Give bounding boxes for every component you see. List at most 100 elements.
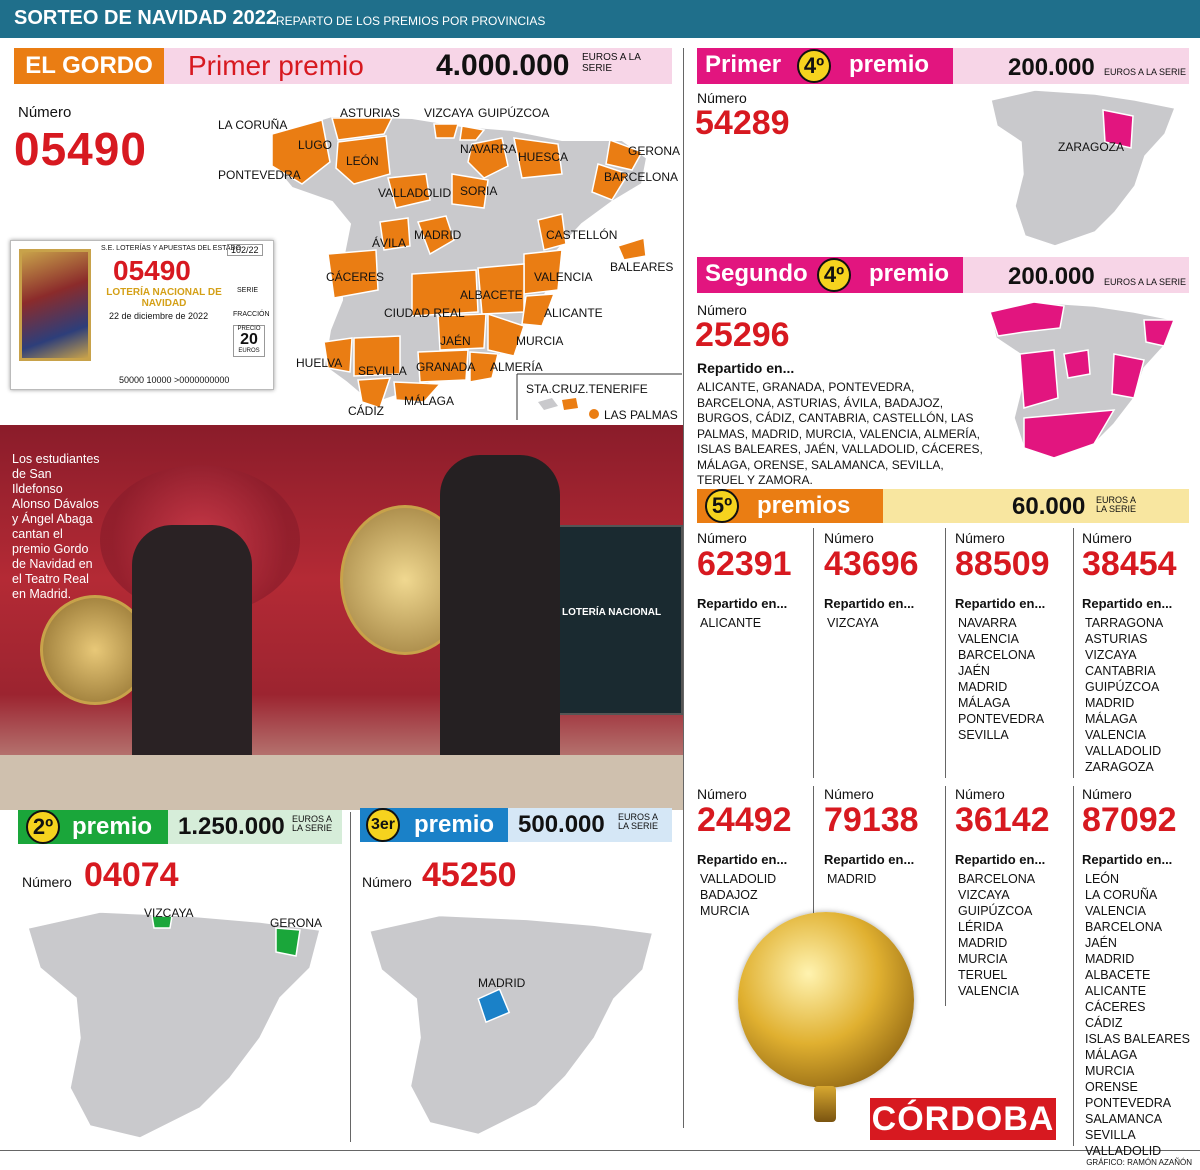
divider-col-2b xyxy=(945,786,946,1006)
map-label-gerona: GERONA xyxy=(628,144,681,158)
brand-logo: CÓRDOBA xyxy=(870,1098,1056,1140)
quinto-provincia: VALLADOLID xyxy=(700,872,777,886)
quinto-numero-label: Número xyxy=(1082,530,1132,546)
map-label-castellon: CASTELLÓN xyxy=(546,228,618,242)
map-label-murcia: MURCIA xyxy=(516,334,564,348)
quinto-provincia: CÁCERES xyxy=(1085,1000,1146,1014)
quinto-card: Número 87092 Repartido en... LEÓN LA CORUÑA V… xyxy=(1082,786,1200,1159)
region-west xyxy=(1019,349,1059,409)
segundo-tag: 2º premio xyxy=(18,810,168,844)
tercero-amount: 500.000 xyxy=(518,811,605,838)
quinto-numero: 62391 xyxy=(697,545,792,583)
quinto-repartido: Repartido en... xyxy=(955,596,1046,611)
quinto-repartido: Repartido en... xyxy=(697,852,788,867)
segundo-map xyxy=(27,911,321,1139)
cuarto1-tag-a: Primer xyxy=(705,51,782,78)
quinto-provincia: ORENSE xyxy=(1085,1080,1138,1094)
map-label-navarra: NAVARRA xyxy=(460,142,517,156)
cuarto2-numero-label: Número xyxy=(697,302,747,318)
region-castellon xyxy=(537,213,567,251)
cuarto1-numero-label: Número xyxy=(697,90,747,106)
quinto-provincias: VIZCAYA xyxy=(824,615,942,631)
region-navarra xyxy=(467,137,509,179)
gordo-numero: 05490 xyxy=(14,123,147,175)
page-title: SORTEO DE NAVIDAD 2022 xyxy=(14,7,278,29)
quinto-provincia: MÁLAGA xyxy=(1085,1048,1138,1062)
quinto-provincias: TARRAGONA ASTURIAS VIZCAYA CANTABRIA GUIPÚZC… xyxy=(1082,615,1200,775)
quinto-provincia: MADRID xyxy=(1085,696,1135,710)
quinto-numero-label: Número xyxy=(697,530,747,546)
cuarto1-unit: EUROS A LA SERIE xyxy=(1104,67,1187,77)
quinto-provincia: CÁDIZ xyxy=(1085,1016,1123,1030)
divider-col-1 xyxy=(813,528,814,778)
quinto-provincias: NAVARRA VALENCIA BARCELONA JAÉN MADRID MÁLAGA… xyxy=(955,615,1073,743)
quinto-numero-label: Número xyxy=(824,786,874,802)
divider-bottom xyxy=(0,1150,1200,1151)
map-label-avila: ÁVILA xyxy=(372,236,407,250)
map-label-guipuzcoa: GUIPÚZCOA xyxy=(478,106,550,120)
region-ne xyxy=(1143,319,1176,347)
ticket-price-unit: EUROS xyxy=(238,348,260,354)
segundo-label: premio xyxy=(72,813,153,840)
cuarto1-map xyxy=(990,89,1177,247)
quinto-provincia: VALENCIA xyxy=(958,632,1019,646)
quinto-provincia: ALICANTE xyxy=(700,616,762,630)
quinto-numero-label: Número xyxy=(955,786,1005,802)
region-madrid xyxy=(416,215,455,256)
map-label-sevilla: SEVILLA xyxy=(358,364,407,378)
spain-shape xyxy=(990,89,1177,247)
quinto-numero: 36142 xyxy=(955,801,1050,839)
golden-drum-icon xyxy=(738,912,914,1088)
map-label-caceres: CÁCERES xyxy=(326,270,385,284)
quinto-provincia: ALBACETE xyxy=(1085,968,1151,982)
quinto-provincia: BARCELONA xyxy=(1085,920,1163,934)
map-label-almeria: ALMERÍA xyxy=(490,360,543,374)
region-vizcaya xyxy=(151,915,173,929)
photo-screen-text: LOTERÍA NACIONAL xyxy=(562,607,662,618)
map-label-las-palmas: LAS PALMAS xyxy=(604,408,678,422)
quinto-repartido: Repartido en... xyxy=(955,852,1046,867)
ticket-number: 05490 xyxy=(113,255,191,286)
quinto-provincia: VIZCAYA xyxy=(958,888,1010,902)
cuarto1-numero: 54289 xyxy=(695,104,790,142)
region-gerona xyxy=(275,927,301,957)
quinto-numero: 88509 xyxy=(955,545,1050,583)
ticket-price-box: PRECIO 20 EUROS xyxy=(233,325,265,357)
cuarto2-amount: 200.000 xyxy=(1008,263,1095,290)
quinto-card: Número 88509 Repartido en... NAVARRA VALENCI… xyxy=(955,530,1073,743)
gordo-numero-label: Número xyxy=(18,104,72,121)
map-label-cadiz: CÁDIZ xyxy=(348,404,384,418)
region-las-palmas xyxy=(562,398,578,410)
map-label-asturias: ASTURIAS xyxy=(340,106,401,120)
region-gerona xyxy=(605,138,644,171)
quintos-label: premios xyxy=(757,492,851,519)
quinto-provincia: BARCELONA xyxy=(958,648,1036,662)
map-label-tenerife: STA.CRUZ.TENERIFE xyxy=(526,382,648,396)
region-east xyxy=(1111,353,1145,399)
page-subtitle: REPARTO DE LOS PREMIOS POR PROVINCIAS xyxy=(276,14,546,28)
quinto-provincia: CANTABRIA xyxy=(1085,664,1156,678)
quinto-provincias: ALICANTE xyxy=(697,615,815,631)
quinto-repartido: Repartido en... xyxy=(1082,596,1173,611)
quinto-provincia: MURCIA xyxy=(700,904,750,918)
quinto-provincia: MÁLAGA xyxy=(958,696,1011,710)
quinto-provincia: ALICANTE xyxy=(1085,984,1147,998)
quintos-unit: EUROS A LA SERIE xyxy=(1096,495,1137,515)
quinto-provincia: SALAMANCA xyxy=(1085,1112,1163,1126)
map-label-pontevedra: PONTEVEDRA xyxy=(218,168,301,182)
region-huesca xyxy=(513,137,563,179)
quinto-numero-label: Número xyxy=(697,786,747,802)
region-valladolid xyxy=(387,173,431,209)
quinto-numero: 24492 xyxy=(697,801,792,839)
quinto-numero: 79138 xyxy=(824,801,919,839)
cuarto2-tag: Segundo 4º premio xyxy=(697,257,963,293)
quinto-numero-label: Número xyxy=(1082,786,1132,802)
quinto-card: Número 79138 Repartido en... MADRID xyxy=(824,786,942,887)
region-huelva xyxy=(323,337,353,373)
quinto-provincia: MÁLAGA xyxy=(1085,712,1138,726)
cuarto1-tag: Primer 4º premio xyxy=(697,48,953,84)
quinto-numero-label: Número xyxy=(824,530,874,546)
quinto-provincia: BADAJOZ xyxy=(700,888,758,902)
tercero-numero-label: Número xyxy=(362,874,412,890)
photo-caption: Los estudiantes de San Ildefonso Alonso … xyxy=(12,452,100,601)
